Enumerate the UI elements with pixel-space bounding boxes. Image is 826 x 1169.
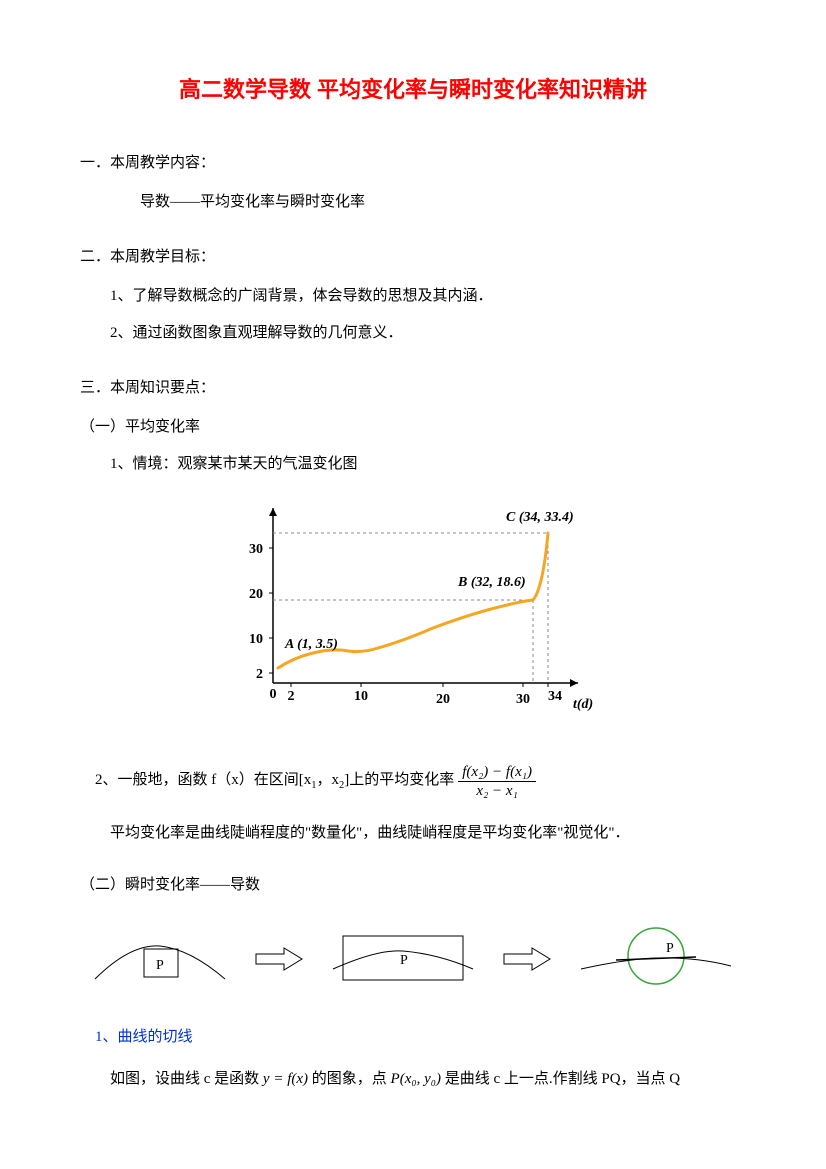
section3-heading: 三．本周知识要点： <box>80 375 746 402</box>
x-tick-10: 10 <box>354 689 368 704</box>
section1-heading: 一．本周教学内容： <box>80 150 746 177</box>
zoom-diagram: P P P <box>80 924 746 994</box>
item2-suffix: ]上的平均变化率 <box>344 772 454 788</box>
avg-rate-fraction: f(x₂) − f(x₁) x₂ − x₁ <box>458 763 536 800</box>
arrow-icon <box>502 944 552 974</box>
section2-heading: 二．本周教学目标： <box>80 244 746 271</box>
x-tick-34: 34 <box>548 689 562 704</box>
y-tick-10: 10 <box>249 632 263 647</box>
temperature-chart: 2 10 20 30 0 2 10 20 30 34 t(d) <box>223 493 603 733</box>
item2-prefix: 2、一般地，函数 f（x）在区间[x <box>95 772 311 788</box>
point-c-label: C (34, 33.4) <box>506 510 574 525</box>
y-tick-2: 2 <box>256 667 263 682</box>
item1-text: 1、情境：观察某市某天的气温变化图 <box>80 451 746 478</box>
x-tick-30: 30 <box>516 692 530 707</box>
tangent-heading: 1、曲线的切线 <box>95 1024 746 1051</box>
p-label-1: P <box>156 958 164 973</box>
subsection-2-title: （二）瞬时变化率——导数 <box>80 872 746 899</box>
fraction-denominator: x₂ − x₁ <box>472 782 521 800</box>
subsection-1-title: （一）平均变化率 <box>80 414 746 441</box>
goal-1: 1、了解导数概念的广阔背景，体会导数的思想及其内涵． <box>80 283 746 310</box>
x-tick-0: 0 <box>270 687 277 702</box>
point-a-label: A (1, 3.5) <box>284 637 338 652</box>
page-title: 高二数学导数 平均变化率与瞬时变化率知识精讲 <box>80 70 746 110</box>
item2-mid: ，x <box>317 772 340 788</box>
x-tick-2: 2 <box>288 689 295 704</box>
section1-content: 导数——平均变化率与瞬时变化率 <box>80 189 746 216</box>
tangent-paragraph: 如图，设曲线 c 是函数 y = f(x) 的图象，点 P(x₀, y₀) 是曲… <box>80 1066 746 1093</box>
arrow-icon <box>254 944 304 974</box>
y-tick-30: 30 <box>249 542 263 557</box>
fraction-numerator: f(x₂) − f(x₁) <box>458 763 536 782</box>
p-label-3: P <box>666 941 674 956</box>
goal-2: 2、通过函数图象直观理解导数的几何意义． <box>80 320 746 347</box>
avg-rate-formula-line: 2、一般地，函数 f（x）在区间[x1，x2]上的平均变化率 f(x₂) − f… <box>95 763 746 800</box>
x-tick-20: 20 <box>436 692 450 707</box>
x-axis-label: t(d) <box>573 697 593 712</box>
point-b-label: B (32, 18.6) <box>457 575 526 590</box>
y-tick-20: 20 <box>249 587 263 602</box>
p-label-2: P <box>400 953 408 968</box>
avg-rate-note: 平均变化率是曲线陡峭程度的"数量化"，曲线陡峭程度是平均变化率"视觉化"． <box>80 820 746 847</box>
